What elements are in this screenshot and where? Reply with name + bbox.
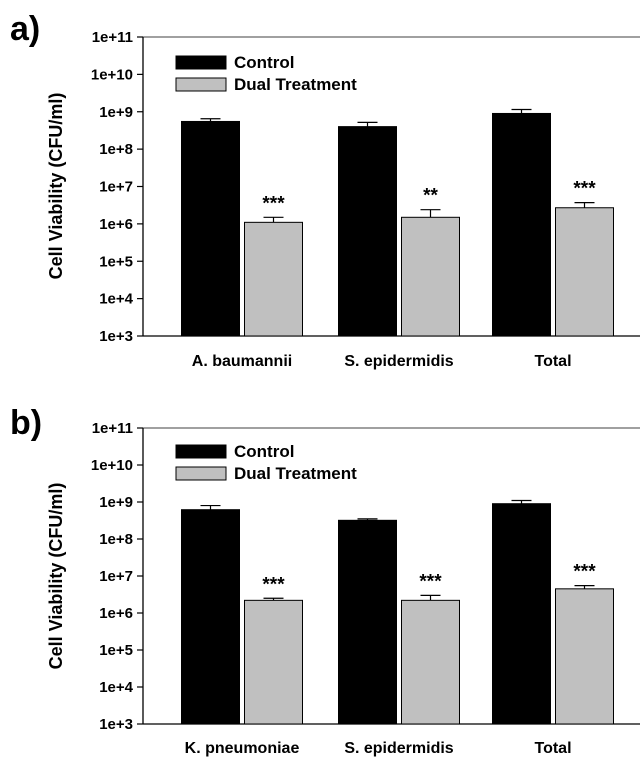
y-tick-label: 1e+9 (99, 494, 133, 511)
legend-label: Control (234, 53, 294, 72)
x-category-label: Total (534, 353, 571, 370)
panel-label: a) (10, 10, 40, 48)
panel-label: b) (10, 404, 42, 442)
bar-dual-treatment (555, 588, 614, 725)
y-tick-label: 1e+7 (99, 179, 133, 196)
significance-label: *** (262, 574, 285, 595)
significance-label: *** (573, 562, 596, 583)
legend-swatch (175, 444, 227, 459)
y-tick-label: 1e+5 (99, 253, 133, 270)
y-tick-label: 1e+11 (92, 29, 133, 46)
y-tick-label: 1e+7 (99, 568, 133, 585)
significance-label: *** (573, 179, 596, 200)
x-category-label: A. baumannii (192, 353, 292, 370)
legend-label: Dual Treatment (234, 464, 357, 483)
legend-label: Dual Treatment (234, 75, 357, 94)
y-tick-label: 1e+4 (99, 679, 133, 696)
bar-dual-treatment (244, 599, 303, 725)
panel-b: b) 1e+3 1e+4 1e+5 1e+6 1e+7 1e+8 1e+9 1e+10 1e+11… (10, 404, 640, 757)
bar-dual-treatment (555, 207, 614, 337)
significance-label: ** (423, 186, 438, 207)
significance-label: *** (262, 193, 285, 214)
bar-control (492, 503, 551, 725)
y-tick-label: 1e+5 (99, 642, 133, 659)
y-tick-label: 1e+10 (91, 457, 133, 474)
x-category-label: S. epidermidis (344, 740, 453, 757)
bar-control (181, 509, 240, 725)
legend-label: Control (234, 442, 294, 461)
legend-swatch (175, 77, 227, 92)
x-category-label: S. epidermidis (344, 353, 453, 370)
panel-a: a) 1e+3 1e+4 1e+5 1e+6 1e+7 1e+8 1e+9 1e+10 1e+11… (10, 10, 640, 370)
y-axis-title: Cell Viability (CFU/ml) (46, 483, 66, 670)
y-tick-label: 1e+9 (99, 104, 133, 121)
y-axis-title: Cell Viability (CFU/ml) (46, 93, 66, 280)
x-category-label: K. pneumoniae (185, 740, 300, 757)
bar-dual-treatment (244, 221, 303, 337)
bar-control (338, 126, 397, 337)
legend-swatch (175, 55, 227, 70)
y-tick-label: 1e+8 (99, 141, 133, 158)
y-tick-label: 1e+4 (99, 291, 133, 308)
y-tick-label: 1e+11 (92, 420, 133, 437)
x-category-label: Total (534, 740, 571, 757)
y-tick-label: 1e+10 (91, 66, 133, 83)
y-tick-label: 1e+8 (99, 531, 133, 548)
legend-swatch (175, 466, 227, 481)
y-tick-label: 1e+3 (99, 716, 133, 733)
bar-dual-treatment (401, 599, 460, 725)
significance-label: *** (419, 571, 442, 592)
bar-control (492, 112, 551, 337)
y-tick-label: 1e+6 (99, 216, 133, 233)
bar-control (338, 519, 397, 725)
y-tick-label: 1e+3 (99, 328, 133, 345)
y-tick-label: 1e+6 (99, 605, 133, 622)
bar-control (181, 120, 240, 337)
bar-dual-treatment (401, 216, 460, 337)
